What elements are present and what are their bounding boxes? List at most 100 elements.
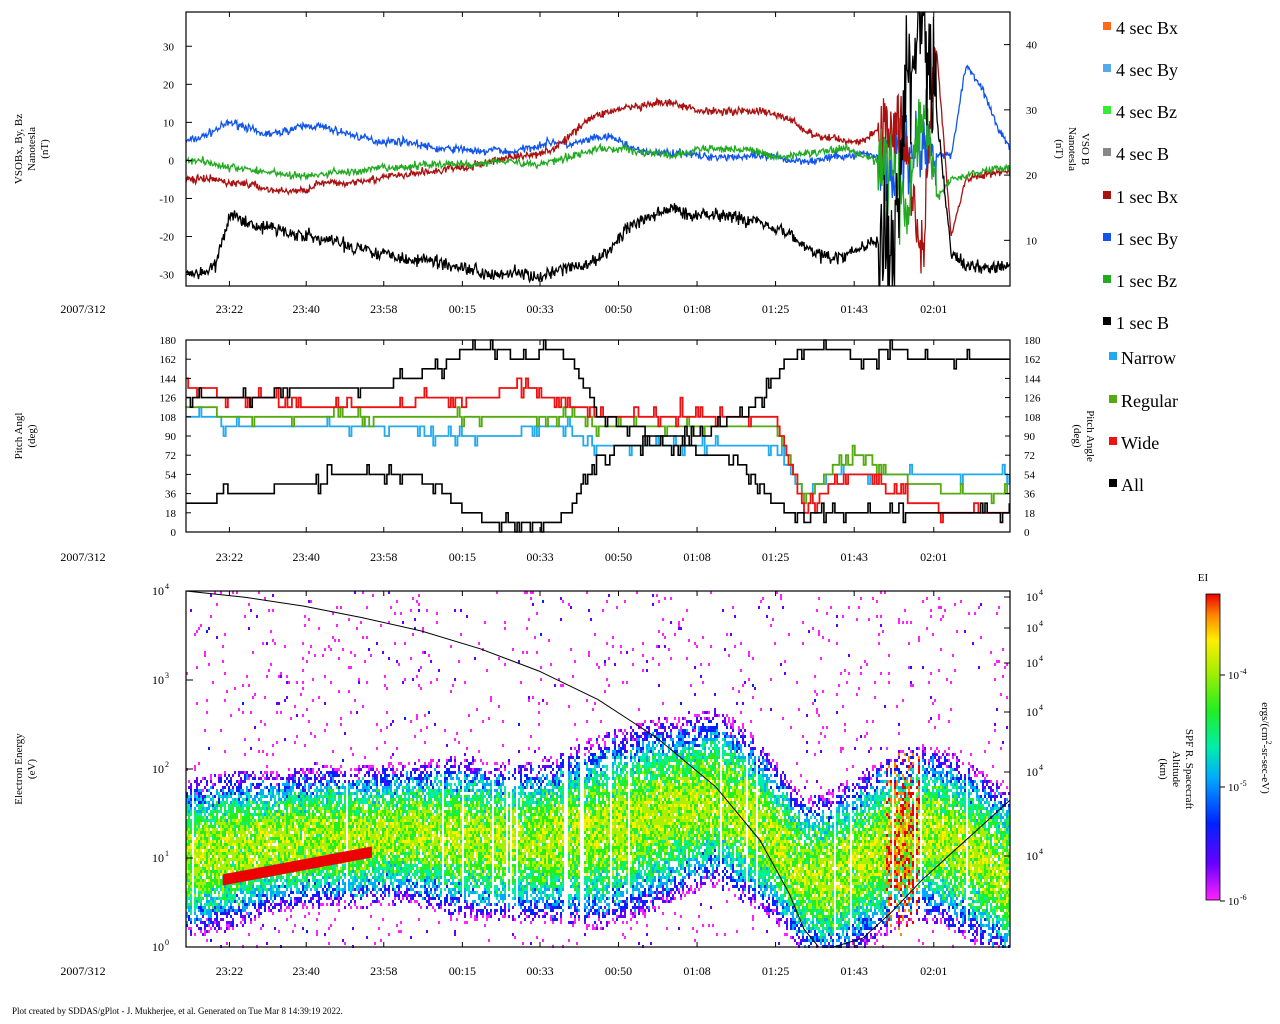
spectrogram-cell (232, 858, 234, 861)
spectrogram-cell (280, 885, 282, 888)
spectrogram-cell (194, 795, 196, 798)
spectrogram-cell (386, 783, 388, 786)
spectrogram-cell (390, 798, 392, 801)
spectrogram-cell (314, 822, 316, 825)
spectrogram-cell (368, 816, 370, 819)
spectrogram-cell (336, 822, 338, 825)
spectrogram-cell (330, 771, 332, 774)
spectrogram-cell (338, 873, 340, 876)
spectrogram-cell (300, 843, 302, 846)
spectrogram-cell (378, 810, 380, 813)
spectrogram-cell (300, 855, 302, 858)
spectrogram-cell (280, 891, 282, 894)
spectrogram-cell (416, 870, 418, 873)
spectrogram-cell (390, 756, 392, 759)
spectrogram-cell (220, 888, 222, 891)
spectrogram-cell (268, 804, 270, 807)
spectrogram-cell (376, 831, 378, 834)
spectrogram-cell (360, 846, 362, 849)
spectrogram-cell (314, 882, 316, 885)
spectrogram-cell (228, 828, 230, 831)
spectrogram-cell (334, 897, 336, 900)
spectrogram-cell (400, 807, 402, 810)
spectrogram-cell (378, 846, 380, 849)
spectrogram-cell (196, 804, 198, 807)
spectrogram-cell (398, 870, 400, 873)
spectrogram-cell (214, 846, 216, 849)
spectrogram-cell (230, 906, 232, 909)
spectrogram-cell (364, 867, 366, 870)
spectrogram-cell (324, 822, 326, 825)
spectrogram-cell (360, 816, 362, 819)
spectrogram-cell (424, 789, 426, 792)
spectrogram-cell (330, 807, 332, 810)
spectrogram-cell (340, 846, 342, 849)
spectrogram-cell (202, 834, 204, 837)
spectrogram-cell (352, 927, 354, 930)
spectrogram-cell (272, 804, 274, 807)
spectrogram-cell (388, 933, 390, 936)
spectrogram-cell (382, 798, 384, 801)
spectrogram-cell (354, 861, 356, 864)
spectrogram-cell (238, 708, 240, 711)
spectrogram-cell (362, 816, 364, 819)
spectrogram-cell (324, 729, 326, 732)
spectrogram-cell (190, 825, 192, 828)
spectrogram-cell (242, 702, 244, 705)
spectrogram-cell (296, 846, 298, 849)
spectrogram-cell (424, 885, 426, 888)
spectrogram-cell (418, 789, 420, 792)
spectrogram-cell (210, 903, 212, 906)
spectrogram-cell (360, 861, 362, 864)
spectrogram-cell (366, 780, 368, 783)
spectrogram-cell (374, 861, 376, 864)
spectrogram-cell (206, 849, 208, 852)
spectrogram-cell (404, 819, 406, 822)
spectrogram-cell (352, 828, 354, 831)
spectrogram-cell (230, 813, 232, 816)
spectrogram-cell (402, 867, 404, 870)
spectrogram-cell (326, 852, 328, 855)
spectrogram-cell (310, 786, 312, 789)
spectrogram-cell (190, 891, 192, 894)
spectrogram-cell (218, 858, 220, 861)
spectrogram-cell (186, 813, 188, 816)
spectrogram-cell (312, 834, 314, 837)
spectrogram-cell (428, 882, 430, 885)
spectrogram-cell (188, 897, 190, 900)
spectrogram-cell (196, 864, 198, 867)
spectrogram-cell (270, 819, 272, 822)
spectrogram-cell (326, 765, 328, 768)
spectrogram-cell (282, 783, 284, 786)
spectrogram-cell (232, 813, 234, 816)
spectrogram-cell (390, 870, 392, 873)
spectrogram-cell (338, 795, 340, 798)
spectrogram-cell (376, 867, 378, 870)
spectrogram-cell (404, 795, 406, 798)
spectrogram-cell (220, 897, 222, 900)
spectrogram-cell (228, 909, 230, 912)
spectrogram-cell (284, 849, 286, 852)
spectrogram-cell (406, 777, 408, 780)
spectrogram-cell (250, 882, 252, 885)
spectrogram-cell (384, 810, 386, 813)
spectrogram-cell (208, 894, 210, 897)
spectrogram-cell (204, 882, 206, 885)
spectrogram-cell (296, 900, 298, 903)
spectrogram-cell (332, 900, 334, 903)
spectrogram-cell (400, 891, 402, 894)
spectrogram-cell (216, 885, 218, 888)
spectrogram-cell (206, 891, 208, 894)
spectrogram-cell (348, 789, 350, 792)
spectrogram-cell (428, 762, 430, 765)
spectrogram-cell (390, 780, 392, 783)
spectrogram-cell (210, 876, 212, 879)
spectrogram-cell (332, 828, 334, 831)
spectrogram-cell (232, 831, 234, 834)
spectrogram-cell (294, 843, 296, 846)
spectrogram-cell (248, 891, 250, 894)
spectrogram-cell (260, 879, 262, 882)
spectrogram-cell (400, 795, 402, 798)
spectrogram-cell (402, 798, 404, 801)
spectrogram-cell (350, 861, 352, 864)
